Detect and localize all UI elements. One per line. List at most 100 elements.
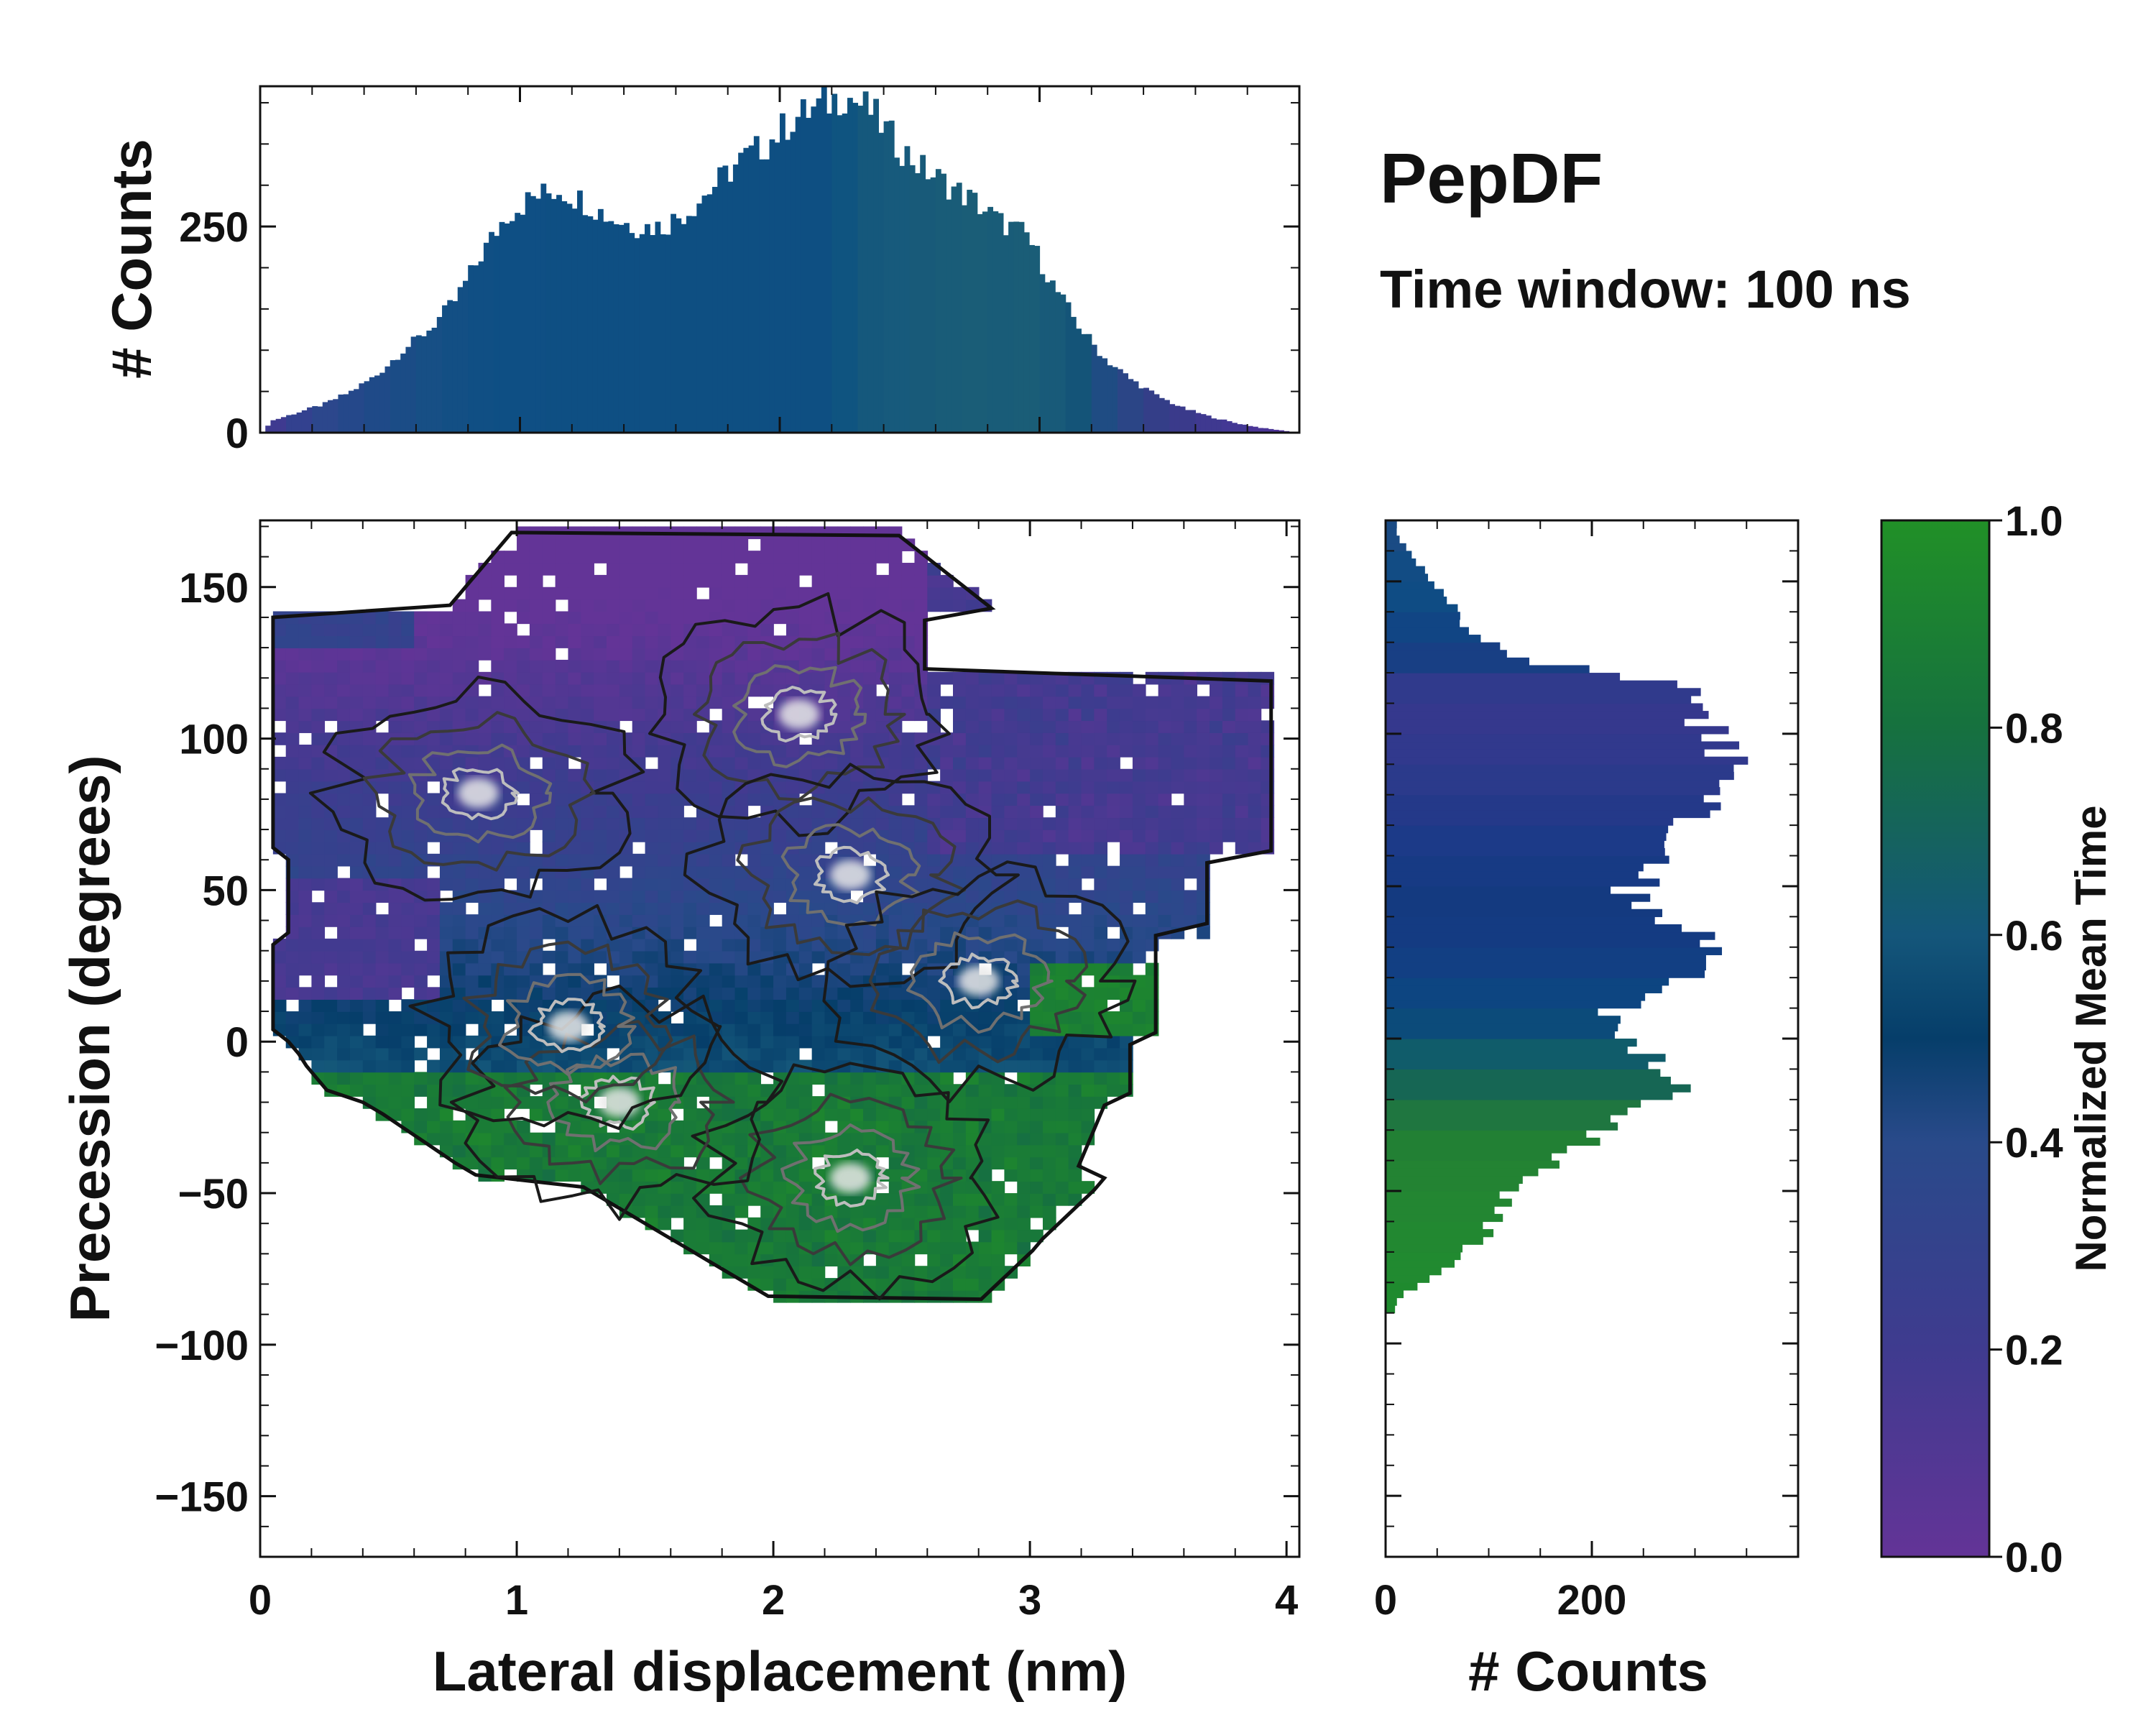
- heatmap-cell: [555, 732, 569, 745]
- heatmap-cell: [1210, 781, 1223, 794]
- heatmap-cell: [491, 611, 505, 625]
- heatmap-cell: [1068, 1181, 1082, 1194]
- heatmap-cell: [747, 648, 762, 661]
- right-histogram-bar: [1386, 604, 1458, 612]
- heatmap-cell: [1171, 720, 1185, 733]
- heatmap-cell: [1081, 962, 1095, 976]
- heatmap-cell: [722, 1241, 736, 1255]
- heatmap-cell: [272, 987, 287, 1000]
- heatmap-cell: [991, 1084, 1005, 1097]
- heatmap-cell: [863, 1156, 877, 1170]
- heatmap-cell: [517, 987, 530, 1000]
- heatmap-cell: [671, 1023, 684, 1036]
- heatmap-cell: [285, 708, 300, 722]
- heatmap-cell: [760, 551, 774, 564]
- heatmap-cell: [824, 635, 839, 648]
- heatmap-cell: [491, 1023, 505, 1036]
- top-histogram-bar: [1169, 404, 1176, 433]
- heatmap-cell: [555, 611, 569, 625]
- heatmap-cell: [811, 841, 826, 855]
- heatmap-cell: [439, 1047, 453, 1061]
- heatmap-cell: [658, 793, 672, 806]
- heatmap-cell: [619, 696, 633, 709]
- heatmap-cell: [375, 1023, 390, 1036]
- heatmap-cell: [811, 987, 826, 1000]
- heatmap-cell: [863, 599, 877, 612]
- heatmap-cell: [555, 574, 569, 588]
- heatmap-cell: [914, 878, 929, 891]
- heatmap-cell: [517, 1096, 530, 1109]
- heatmap-cell: [1094, 914, 1108, 927]
- heatmap-cell: [901, 745, 916, 758]
- heatmap-cell: [1171, 756, 1185, 770]
- heatmap-cell: [1030, 684, 1044, 697]
- heatmap-cell: [811, 1144, 826, 1158]
- heatmap-cell: [542, 538, 556, 551]
- heatmap-cell: [875, 926, 890, 939]
- heatmap-cell: [632, 999, 646, 1012]
- heatmap-cell: [401, 1011, 415, 1024]
- heatmap-cell: [837, 1072, 851, 1085]
- heatmap-cell: [658, 975, 672, 988]
- heatmap-cell: [953, 1229, 967, 1243]
- heatmap-cell: [1068, 865, 1082, 879]
- heatmap-cell: [517, 563, 530, 576]
- heatmap-cell: [863, 926, 877, 939]
- heatmap-cell: [991, 1181, 1005, 1194]
- heatmap-cell: [594, 756, 607, 770]
- heatmap-cell: [1055, 914, 1069, 927]
- heatmap-cell: [504, 623, 517, 637]
- heatmap-cell: [439, 841, 453, 855]
- heatmap-cell: [837, 1120, 851, 1133]
- heatmap-cell: [337, 841, 351, 855]
- heatmap-cell: [542, 635, 556, 648]
- heatmap-cell: [465, 914, 479, 927]
- heatmap-cell: [965, 878, 980, 891]
- heatmap-cell: [607, 890, 620, 903]
- heatmap-cell: [401, 878, 415, 891]
- top-histogram-bar: [510, 221, 515, 433]
- right-histogram-bar: [1386, 932, 1715, 940]
- heatmap-cell: [401, 684, 415, 697]
- heatmap-cell: [953, 853, 967, 867]
- heatmap-cell: [1004, 745, 1018, 758]
- heatmap-cell: [439, 1120, 453, 1133]
- heatmap-cell: [1068, 1072, 1082, 1085]
- right-histogram-bar: [1386, 1016, 1621, 1024]
- heatmap-cell: [965, 829, 980, 842]
- right-histogram-bar: [1386, 1008, 1598, 1016]
- top-histogram-bar: [405, 346, 412, 433]
- heatmap-cell: [683, 781, 697, 794]
- heatmap-cell: [324, 635, 338, 648]
- heatmap-cell: [709, 829, 723, 842]
- heatmap-cell: [965, 902, 980, 915]
- heatmap-cell: [452, 1132, 466, 1146]
- heatmap-cell: [555, 902, 569, 915]
- heatmap-cell: [1107, 768, 1120, 782]
- top-histogram-bar: [608, 221, 614, 433]
- heatmap-cell: [1184, 829, 1197, 842]
- heatmap-cell: [658, 538, 672, 551]
- heatmap-cell: [594, 829, 607, 842]
- heatmap-cell: [555, 538, 569, 551]
- heatmap-cell: [465, 817, 479, 830]
- heatmap-cell: [927, 938, 941, 952]
- top-histogram-bar: [743, 147, 750, 433]
- heatmap-cell: [1145, 853, 1159, 867]
- heatmap-cell: [914, 1205, 929, 1218]
- heatmap-cell: [298, 768, 313, 782]
- heatmap-cell: [542, 599, 556, 612]
- heatmap-cell: [452, 732, 466, 745]
- heatmap-cell: [568, 950, 582, 964]
- top-histogram-bar: [312, 406, 318, 433]
- heatmap-cell: [1107, 793, 1120, 806]
- heatmap-cell: [696, 865, 710, 879]
- heatmap-cell: [414, 878, 428, 891]
- heatmap-cell: [683, 563, 697, 576]
- heatmap-cell: [811, 623, 826, 637]
- heatmap-cell: [542, 1132, 556, 1146]
- right-histogram-bar: [1386, 703, 1703, 712]
- main-x-tick-label: 3: [1018, 1577, 1041, 1624]
- heatmap-cell: [645, 1047, 659, 1061]
- top-histogram-bar: [946, 199, 952, 433]
